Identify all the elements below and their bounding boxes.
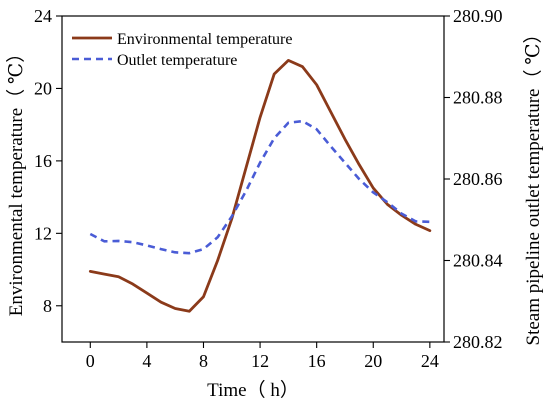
right-y-tick-label: 280.88 bbox=[453, 88, 503, 108]
left-y-axis-ticks: 8 12 16 20 24 bbox=[34, 6, 62, 316]
left-y-tick-label: 20 bbox=[34, 78, 52, 98]
x-tick-label: 4 bbox=[142, 351, 151, 371]
x-tick-label: 24 bbox=[421, 351, 439, 371]
series-lines bbox=[88, 58, 432, 313]
right-y-tick-label: 280.84 bbox=[453, 251, 503, 271]
right-y-axis-title: Steam pipeline outlet temperature（ ℃） bbox=[522, 25, 544, 346]
x-axis-title: Time（ h） bbox=[207, 379, 299, 401]
x-tick-label: 8 bbox=[199, 351, 208, 371]
legend: Environmental temperature Outlet tempera… bbox=[72, 31, 292, 69]
right-y-tick-label: 280.90 bbox=[453, 6, 503, 26]
x-tick-label: 0 bbox=[86, 351, 95, 371]
right-y-tick-label: 280.86 bbox=[453, 169, 503, 189]
x-tick-label: 12 bbox=[251, 351, 269, 371]
x-axis-ticks: 0 4 8 12 16 20 24 bbox=[86, 342, 439, 371]
left-y-tick-label: 16 bbox=[34, 151, 52, 171]
right-y-axis-ticks: 280.82 280.84 280.86 280.88 280.90 bbox=[444, 6, 503, 352]
left-y-tick-label: 12 bbox=[34, 223, 52, 243]
legend-label-outlet: Outlet temperature bbox=[117, 52, 237, 69]
left-y-tick-label: 8 bbox=[43, 296, 52, 316]
left-y-axis-title: Environmental temperature（ ℃） bbox=[5, 44, 27, 316]
x-tick-label: 16 bbox=[308, 351, 326, 371]
series-line-environmental bbox=[88, 58, 432, 313]
series-line-outlet bbox=[89, 119, 430, 255]
x-tick-label: 20 bbox=[364, 351, 382, 371]
legend-label-environmental: Environmental temperature bbox=[117, 31, 292, 48]
left-y-tick-label: 24 bbox=[34, 6, 52, 26]
right-y-tick-label: 280.82 bbox=[453, 332, 503, 352]
